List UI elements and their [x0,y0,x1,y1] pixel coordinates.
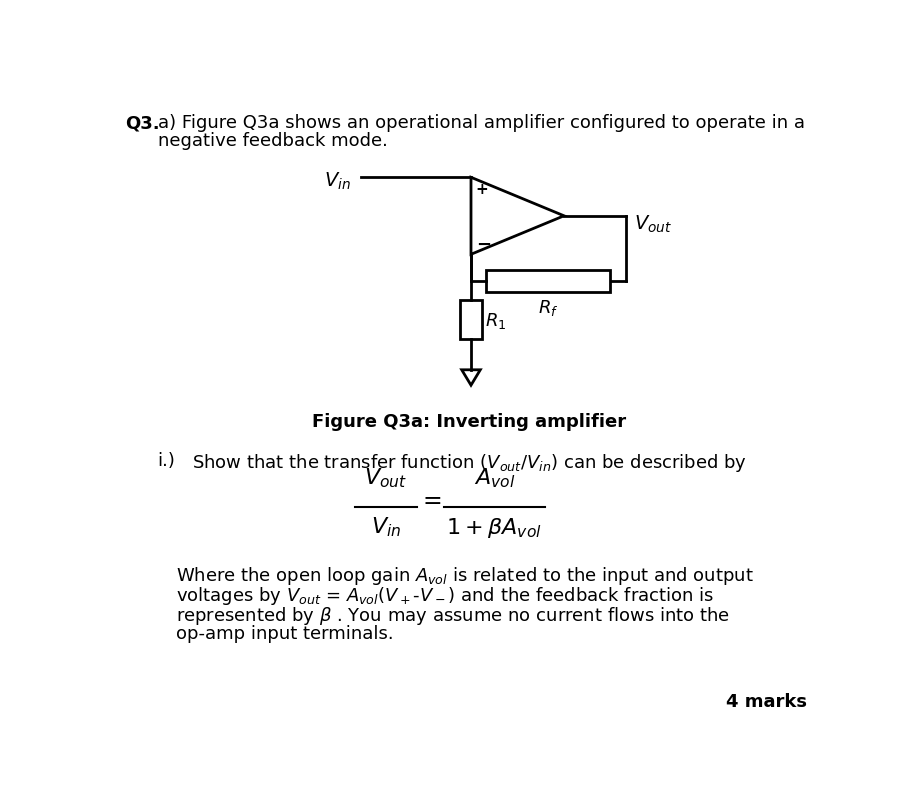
Text: 4 marks: 4 marks [725,692,807,710]
Text: $\mathit{V_{out}}$: $\mathit{V_{out}}$ [365,466,408,490]
Text: −: − [475,235,491,253]
Text: $1 + \beta A_{vol}$: $1 + \beta A_{vol}$ [446,515,542,539]
Text: Q3.: Q3. [125,114,160,132]
Text: $\mathit{R_f}$: $\mathit{R_f}$ [539,298,559,317]
Bar [486,271,610,293]
Text: =: = [422,489,442,513]
Bar [460,301,482,340]
Text: $\mathit{V_{in}}$: $\mathit{V_{in}}$ [371,515,401,539]
Text: $\mathit{V_{out}}$: $\mathit{V_{out}}$ [634,213,671,235]
Text: $\mathit{R_1}$: $\mathit{R_1}$ [485,311,507,330]
Text: a) Figure Q3a shows an operational amplifier configured to operate in a: a) Figure Q3a shows an operational ampli… [158,114,805,132]
Text: represented by $\beta$ . You may assume no current flows into the: represented by $\beta$ . You may assume … [177,604,731,626]
Text: i.): i.) [158,451,175,469]
Text: Show that the transfer function ($V_{out}/V_{in}$) can be described by: Show that the transfer function ($V_{out… [192,451,747,473]
Text: voltages by $\mathit{V_{out}}$ = $\mathit{A_{vol}}$($V_+$-$V_-$) and the feedbac: voltages by $\mathit{V_{out}}$ = $\mathi… [177,584,714,606]
Text: Figure Q3a: Inverting amplifier: Figure Q3a: Inverting amplifier [312,413,627,431]
Text: $\mathit{V_{in}}$: $\mathit{V_{in}}$ [323,170,351,191]
Text: Where the open loop gain $\mathit{A_{vol}}$ is related to the input and output: Where the open loop gain $\mathit{A_{vol… [177,564,755,586]
Text: +: + [475,182,488,196]
Text: negative feedback mode.: negative feedback mode. [158,132,387,150]
Text: $\mathit{A_{vol}}$: $\mathit{A_{vol}}$ [474,466,515,490]
Text: op-amp input terminals.: op-amp input terminals. [177,624,394,642]
